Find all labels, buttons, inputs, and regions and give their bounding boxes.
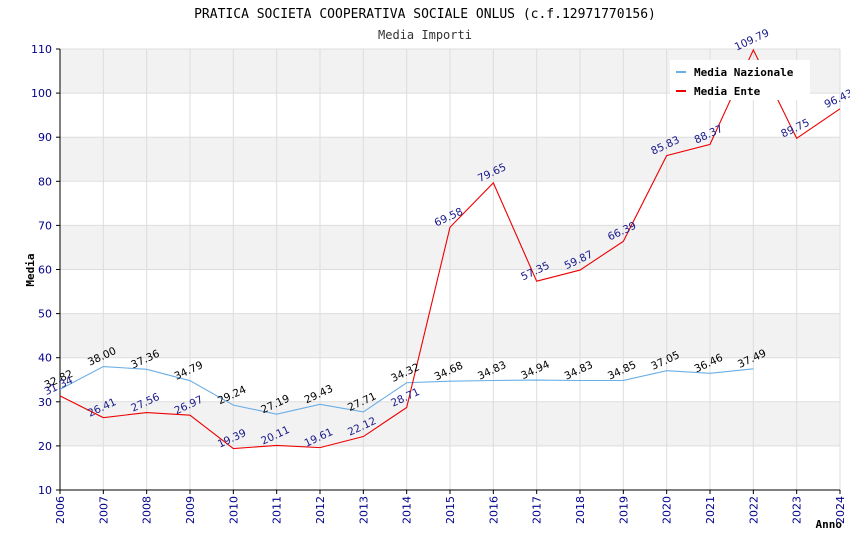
x-tick-label: 2020 [661, 496, 674, 524]
x-tick-label: 2015 [444, 496, 457, 524]
x-tick-label: 2011 [271, 496, 284, 524]
legend-entry: Media Ente [694, 85, 761, 98]
x-tick-label: 2014 [401, 496, 414, 524]
x-tick-label: 2024 [834, 496, 847, 524]
x-tick-label: 2006 [54, 496, 67, 524]
series-lines [59, 48, 841, 450]
x-tick-label: 2019 [617, 496, 630, 524]
y-tick-label: 50 [38, 308, 52, 321]
x-tick-label: 2013 [357, 496, 370, 524]
chart-title: PRATICA SOCIETA COOPERATIVA SOCIALE ONLU… [194, 7, 656, 22]
x-tick-label: 2008 [141, 496, 154, 524]
x-tick-label: 2010 [227, 496, 240, 524]
y-tick-label: 110 [31, 43, 52, 56]
x-tick-label: 2021 [704, 496, 717, 524]
y-tick-label: 60 [38, 264, 52, 277]
x-axis-label: Anno [816, 518, 843, 531]
y-tick-label: 100 [31, 87, 52, 100]
y-tick-label: 40 [38, 352, 52, 365]
axes [56, 48, 841, 494]
legend-entry: Media Nazionale [694, 66, 794, 79]
y-tick-label: 90 [38, 131, 52, 144]
x-tick-label: 2016 [487, 496, 500, 524]
x-tick-label: 2009 [184, 496, 197, 524]
y-tick-label: 80 [38, 175, 52, 188]
x-tick-label: 2022 [747, 496, 760, 524]
x-tick-labels: 2006 2007 2008 2009 2010 2011 2012 2013 2014 2015… [54, 496, 847, 524]
chart-subtitle: Media Importi [378, 28, 472, 42]
x-tick-label: 2012 [314, 496, 327, 524]
legend: Media Nazionale Media Ente [670, 60, 810, 100]
y-tick-label: 70 [38, 219, 52, 232]
y-tick-label: 20 [38, 440, 52, 453]
series-line [59, 365, 754, 415]
y-tick-labels: 10 20 30 40 50 60 70 80 90 100 110 [31, 43, 52, 497]
x-tick-label: 2023 [791, 496, 804, 524]
legend-box [670, 60, 810, 100]
x-tick-label: 2007 [97, 496, 110, 524]
y-tick-label: 10 [38, 484, 52, 497]
x-tick-label: 2018 [574, 496, 587, 524]
x-tick-label: 2017 [531, 496, 544, 524]
series-line [59, 48, 841, 450]
y-tick-label: 30 [38, 396, 52, 409]
y-axis-label: Media [24, 253, 37, 286]
